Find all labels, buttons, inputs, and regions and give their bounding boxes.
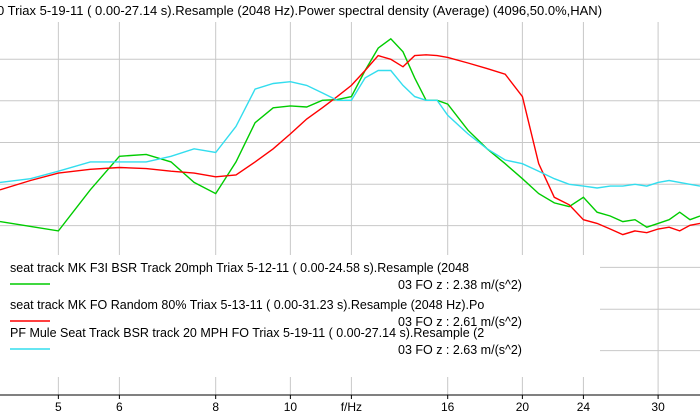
x-tick-label: 30 <box>651 400 665 414</box>
series-lines <box>0 37 700 236</box>
x-tick-label: 10 <box>284 400 298 414</box>
x-tick-label: 24 <box>577 400 591 414</box>
legend-series-name: seat track MK FO Random 80% Triax 5-13-1… <box>10 298 484 312</box>
series-line-2 <box>0 54 700 236</box>
series-line-3 <box>0 69 700 189</box>
legend-value-label: 03 FO z : 2.61 m/(s^2) <box>398 315 522 329</box>
legend-value-label: 03 FO z : 2.63 m/(s^2) <box>398 343 522 357</box>
legend-series-name: seat track MK F3I BSR Track 20mph Triax … <box>10 261 469 275</box>
x-tick-label: f/Hz <box>341 400 362 414</box>
x-tick-label: 20 <box>516 400 530 414</box>
x-tick-label: 6 <box>116 400 123 414</box>
x-tick-label: 16 <box>441 400 455 414</box>
legend-value-label: 03 FO z : 2.38 m/(s^2) <box>398 278 522 292</box>
chart-title: 0 Triax 5-19-11 ( 0.00-27.14 s).Resample… <box>0 3 602 18</box>
x-tick-label: 5 <box>55 400 62 414</box>
legend-series-name: PF Mule Seat Track BSR track 20 MPH FO T… <box>10 326 484 340</box>
series-line-1 <box>0 37 700 232</box>
legend-box <box>0 255 600 377</box>
x-axis-ticks: 5 6 8 10 f/Hz 16 20 24 30 <box>55 395 665 414</box>
x-tick-label: 8 <box>212 400 219 414</box>
legend: seat track MK F3I BSR Track 20mph Triax … <box>10 261 522 357</box>
